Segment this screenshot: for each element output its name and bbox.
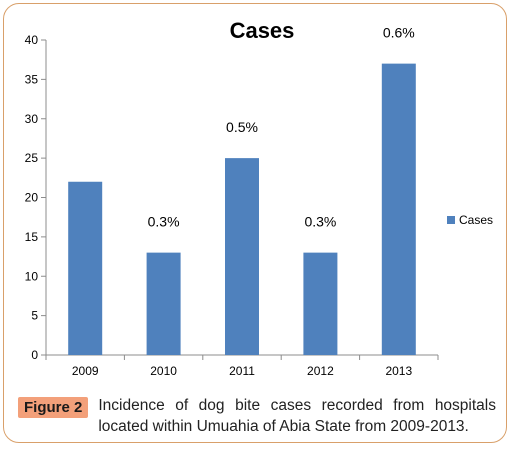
caption-text: Incidence of dog bite cases recorded fro…	[98, 397, 496, 435]
y-tick-label: 20	[25, 191, 39, 205]
y-tick-label: 25	[25, 151, 39, 165]
data-labels: 0.3% 0.5% 0.3% 0.6%	[148, 25, 415, 230]
figure-label: Figure 2	[18, 397, 89, 418]
y-tick-label: 15	[25, 230, 39, 244]
x-tick-label: 2013	[385, 364, 412, 378]
y-tick-label: 30	[25, 112, 39, 126]
x-tick-label: 2012	[307, 364, 334, 378]
x-tick-label: 2011	[229, 364, 255, 378]
y-axis: 0 5 10 15 20 25 30 35 40	[25, 33, 47, 362]
bar-2009	[68, 181, 103, 355]
bar-2013	[381, 63, 416, 355]
x-tick-label: 2010	[150, 364, 177, 378]
x-axis: 2009 2010 2011 2012 2013	[45, 354, 439, 378]
legend: Cases	[447, 213, 493, 227]
chart-title: Cases	[230, 18, 295, 43]
legend-swatch	[447, 216, 455, 224]
legend-label: Cases	[459, 213, 493, 227]
data-label-2010: 0.3%	[148, 214, 180, 230]
bars	[68, 63, 416, 355]
bar-2011	[225, 158, 259, 355]
figure-frame	[3, 3, 507, 443]
bar-2010	[146, 252, 181, 355]
y-tick-label: 40	[25, 33, 39, 47]
y-tick-label: 35	[25, 72, 39, 86]
bar-2012	[303, 252, 338, 355]
y-tick-label: 0	[31, 348, 38, 362]
y-tick-label: 10	[25, 269, 39, 283]
data-label-2013: 0.6%	[383, 25, 415, 41]
data-label-2011: 0.5%	[226, 119, 258, 135]
y-tick-label: 5	[31, 309, 38, 323]
figure-caption: Figure 2 Incidence of dog bite cases rec…	[18, 395, 496, 437]
x-tick-label: 2009	[72, 364, 99, 378]
data-label-2012: 0.3%	[304, 214, 336, 230]
